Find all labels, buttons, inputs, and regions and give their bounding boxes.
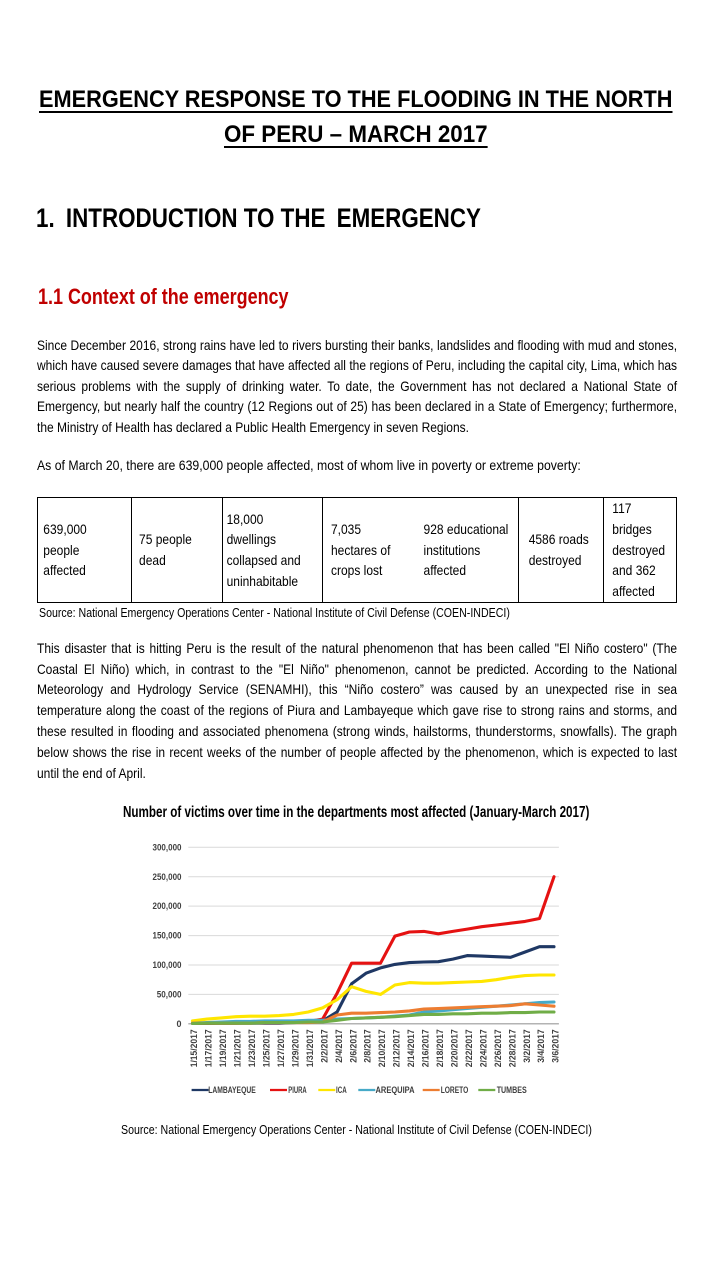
svg-text:300,000: 300,000	[153, 842, 182, 852]
svg-text:LORETO: LORETO	[441, 1085, 469, 1095]
svg-text:2/12/2017: 2/12/2017	[392, 1029, 402, 1067]
svg-text:2/8/2017: 2/8/2017	[363, 1029, 373, 1063]
svg-text:0: 0	[177, 1019, 182, 1029]
svg-text:1/19/2017: 1/19/2017	[218, 1029, 228, 1067]
svg-text:2/26/2017: 2/26/2017	[493, 1029, 503, 1067]
svg-text:1/31/2017: 1/31/2017	[305, 1029, 315, 1067]
svg-text:2/14/2017: 2/14/2017	[406, 1029, 416, 1067]
svg-text:2/18/2017: 2/18/2017	[435, 1029, 445, 1067]
svg-text:ICA: ICA	[336, 1085, 347, 1095]
svg-text:LAMBAYEQUE: LAMBAYEQUE	[208, 1085, 256, 1095]
svg-text:2/6/2017: 2/6/2017	[348, 1029, 358, 1063]
svg-text:2/24/2017: 2/24/2017	[478, 1029, 488, 1067]
svg-text:3/4/2017: 3/4/2017	[536, 1029, 546, 1063]
svg-text:1/25/2017: 1/25/2017	[262, 1029, 272, 1067]
svg-text:1/21/2017: 1/21/2017	[233, 1029, 243, 1067]
svg-text:PIURA: PIURA	[288, 1085, 307, 1095]
svg-text:200,000: 200,000	[153, 901, 182, 911]
svg-text:150,000: 150,000	[153, 931, 182, 941]
svg-text:50,000: 50,000	[157, 989, 182, 999]
svg-text:TUMBES: TUMBES	[497, 1085, 527, 1095]
svg-text:100,000: 100,000	[153, 960, 182, 970]
svg-text:2/22/2017: 2/22/2017	[464, 1029, 474, 1067]
svg-text:AREQUIPA: AREQUIPA	[376, 1085, 416, 1095]
svg-text:2/20/2017: 2/20/2017	[450, 1029, 460, 1067]
svg-text:250,000: 250,000	[153, 872, 182, 882]
svg-text:2/10/2017: 2/10/2017	[377, 1029, 387, 1067]
svg-text:3/2/2017: 3/2/2017	[522, 1029, 532, 1063]
svg-text:2/4/2017: 2/4/2017	[334, 1029, 344, 1063]
svg-text:1/23/2017: 1/23/2017	[247, 1029, 257, 1067]
svg-text:1/27/2017: 1/27/2017	[276, 1029, 286, 1067]
svg-text:2/2/2017: 2/2/2017	[319, 1029, 329, 1063]
svg-text:2/16/2017: 2/16/2017	[421, 1029, 431, 1067]
svg-text:3/6/2017: 3/6/2017	[551, 1029, 561, 1063]
svg-text:2/28/2017: 2/28/2017	[507, 1029, 517, 1067]
svg-text:1/15/2017: 1/15/2017	[189, 1029, 199, 1067]
svg-text:1/29/2017: 1/29/2017	[290, 1029, 300, 1067]
svg-text:1/17/2017: 1/17/2017	[204, 1029, 214, 1067]
